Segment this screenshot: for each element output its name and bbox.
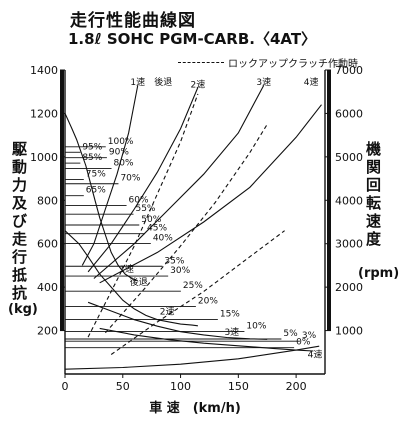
series-line-5 [81,85,139,266]
grade-label: 80% [114,159,134,169]
left-tick-label: 1400 [30,64,58,77]
legend: ロックアップクラッチ作動時 [178,55,358,70]
gear-label: 3速 [256,77,271,88]
x-tick-label: 150 [228,380,249,393]
series-line-9 [87,93,199,338]
grade-label: 45% [147,224,167,234]
left-tick-label: 800 [37,194,58,207]
x-tick-label: 0 [62,380,69,393]
left-axis-char: 抗 [12,284,28,302]
right-axis-char: 転 [366,194,382,212]
left-axis-char: 動 [12,158,28,176]
series-line-0 [64,113,137,282]
series-line-3 [99,327,314,352]
grade-label: 5% [283,329,298,339]
grade-label: 40% [153,233,173,243]
gear-label: 1速 [130,77,145,88]
left-axis-char: 抵 [12,266,28,284]
left-axis-char: 走 [12,230,28,248]
left-tick-label: 400 [37,281,58,294]
left-axis-char: 行 [12,248,28,266]
grade-label: 20% [198,296,218,306]
legend-dashed-line [178,62,224,63]
inner-gear-label: 3速 [224,327,239,338]
right-axis-label: 機 関 回 転 速 度 [366,140,381,248]
right-tick-label: 4000 [335,194,363,207]
grade-label: 50% [141,215,161,225]
left-tick-label: 1000 [30,151,58,164]
right-axis-char: 速 [366,212,382,230]
left-axis-char: び [12,212,28,230]
right-axis-unit: (rpm) [358,266,400,281]
series-line-2 [87,301,268,340]
x-tick-label: 50 [116,380,130,393]
left-tick-label: 600 [37,238,58,251]
grade-label: 65% [86,186,106,196]
series-line-1 [64,230,198,327]
inner-gear-label: 後退 [130,276,148,288]
left-axis-char: 駆 [12,140,28,158]
left-axis-char: 及 [12,194,28,212]
right-axis-char: 機 [366,140,382,158]
right-tick-label: 6000 [335,107,363,120]
grade-label: 30% [170,266,190,276]
grade-label: 100% [108,137,134,147]
chart-subtitle: 1.8ℓ SOHC PGM-CARB.〈4AT〉 [68,30,317,48]
series-line-6 [87,87,199,273]
grade-label: 75% [86,169,106,179]
grade-label: 25% [183,281,203,291]
grade-label: 3% [302,331,317,341]
series-line-4 [64,345,320,370]
grade-label: 60% [129,195,149,205]
grade-label: 35% [164,256,184,266]
left-axis-char: 力 [12,176,28,194]
left-tick-label: 200 [37,325,58,338]
grade-label: 70% [120,174,140,184]
inner-gear-label: 1速 [119,264,134,275]
x-axis-label: 車 速 (km/h) [149,400,241,416]
grade-label: 85% [82,153,102,163]
legend-dashed-label: ロックアップクラッチ作動時 [228,59,358,70]
series-line-8 [99,104,322,284]
series-line-11 [110,230,285,355]
grade-label: 95% [82,142,102,152]
right-tick-label: 3000 [335,238,363,251]
right-tick-label: 1000 [335,325,363,338]
left-axis-label: 駆 動 力 及 び 走 行 抵 抗 [12,140,27,302]
right-tick-label: 7000 [335,64,363,77]
gear-label: 後退 [154,76,172,88]
right-axis-char: 関 [366,158,382,176]
gear-label: 4速 [304,77,319,88]
grade-label: 15% [220,309,240,319]
series-line-7 [93,84,265,279]
grade-label: 0% [296,338,311,348]
right-axis-char: 回 [366,176,382,194]
grade-label: 90% [109,148,129,158]
x-tick-label: 100 [170,380,191,393]
inner-gear-label: 2速 [160,306,175,317]
grade-label: 55% [135,204,155,214]
grade-label: 10% [246,321,266,331]
left-tick-label: 1200 [30,107,58,120]
inner-gear-label: 4速 [308,350,323,361]
chart-title: 走行性能曲線図 [70,11,196,31]
series-line-10 [104,124,268,334]
left-axis-unit: (kg) [8,302,38,317]
right-tick-label: 2000 [335,281,363,294]
gear-label: 2速 [191,79,206,90]
right-tick-label: 5000 [335,151,363,164]
right-axis-char: 度 [366,230,382,248]
x-tick-label: 200 [286,380,307,393]
